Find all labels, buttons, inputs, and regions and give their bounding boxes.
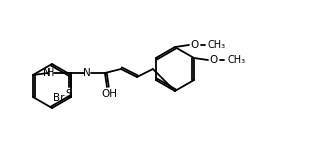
Text: O: O [191, 40, 199, 50]
Text: O: O [210, 55, 218, 65]
Text: N: N [42, 67, 50, 78]
Text: H: H [47, 68, 55, 78]
Text: CH₃: CH₃ [227, 55, 245, 65]
Text: Br: Br [53, 93, 64, 103]
Text: N: N [83, 68, 91, 78]
Text: OH: OH [101, 89, 117, 99]
Text: S: S [66, 89, 72, 99]
Text: CH₃: CH₃ [208, 40, 226, 50]
